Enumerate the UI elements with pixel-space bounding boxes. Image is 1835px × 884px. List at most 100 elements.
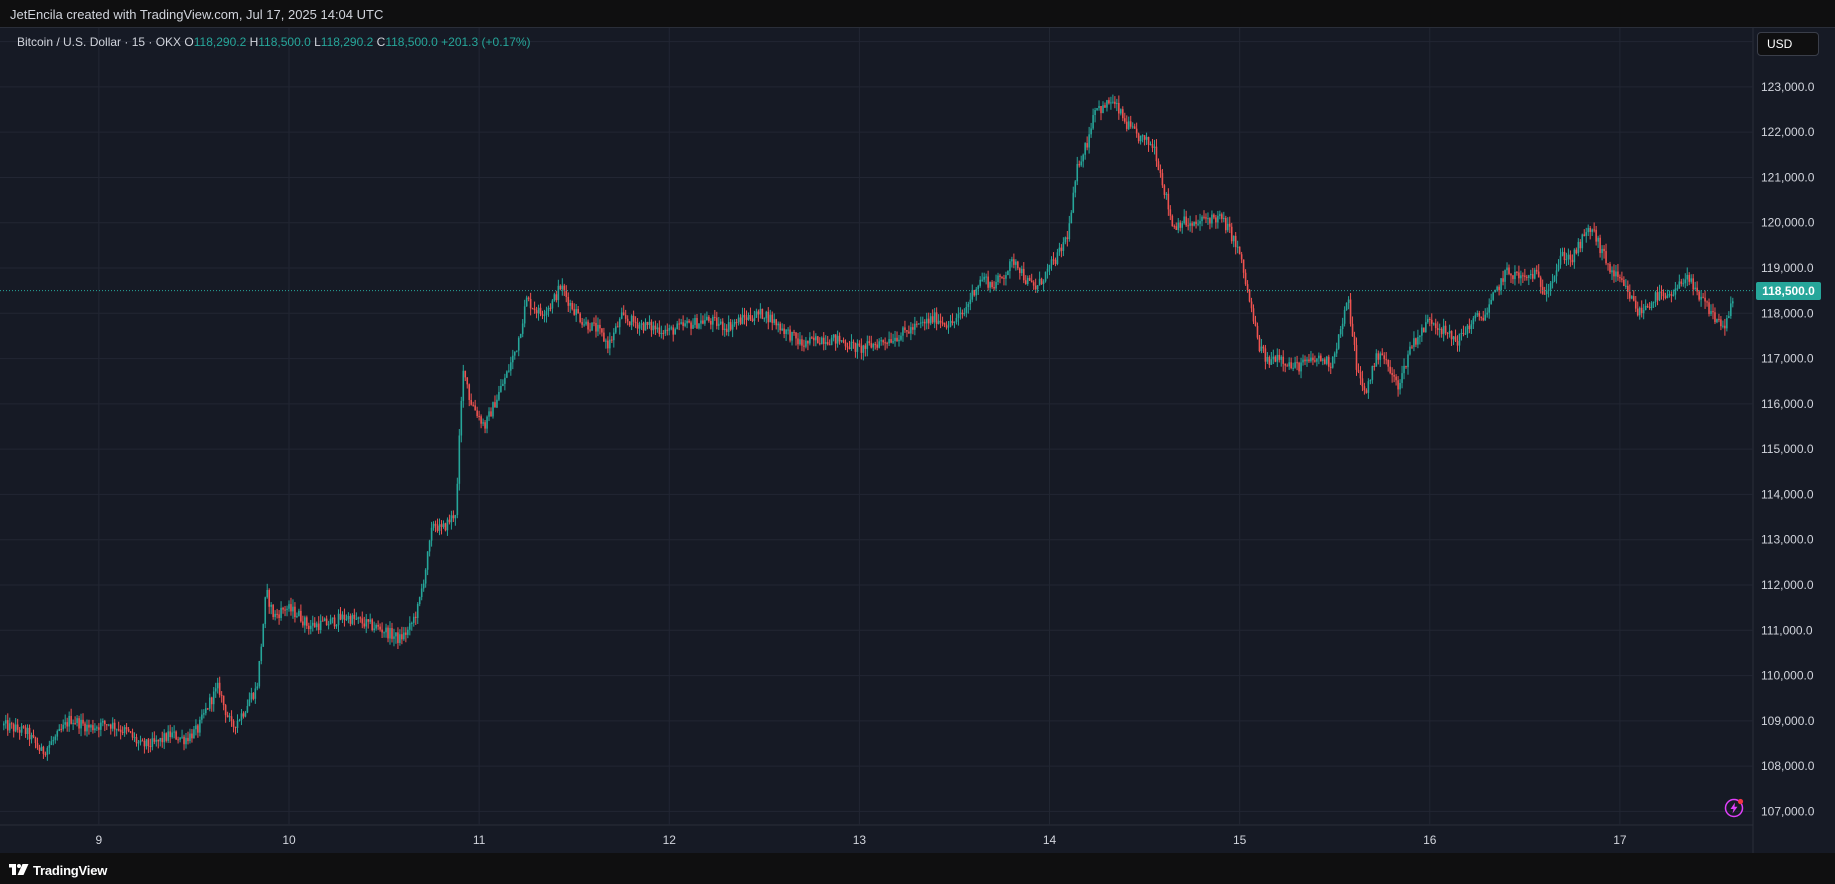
candle — [1478, 310, 1481, 321]
candle — [1258, 335, 1261, 353]
candle — [308, 622, 310, 635]
candle — [886, 341, 888, 349]
candle — [1088, 126, 1090, 154]
candle — [1524, 268, 1526, 281]
candle — [1474, 312, 1477, 322]
candle — [611, 336, 613, 344]
flash-icon[interactable] — [1723, 797, 1745, 819]
candle — [1015, 259, 1017, 271]
candle — [846, 342, 849, 353]
candle — [1607, 263, 1609, 271]
candle — [430, 521, 433, 547]
candle — [1700, 290, 1702, 307]
candle — [248, 692, 251, 707]
candle — [367, 619, 370, 629]
candle — [302, 615, 304, 628]
price-axis-labels[interactable]: 107,000.0 108,000.0 109,000.0 110,000.0 111,… — [1761, 35, 1815, 819]
candle — [1421, 324, 1423, 342]
candle — [1179, 220, 1182, 232]
candle — [60, 723, 63, 733]
candle — [377, 620, 379, 630]
candle — [125, 723, 128, 735]
candle — [957, 307, 960, 326]
candle — [1452, 335, 1455, 346]
candle — [654, 320, 657, 336]
candle — [591, 322, 593, 331]
candle — [321, 616, 324, 622]
candle — [751, 315, 754, 323]
candle — [90, 724, 92, 732]
candle — [763, 317, 766, 322]
candle — [1644, 299, 1647, 311]
candle — [575, 303, 577, 322]
candle — [1444, 320, 1447, 336]
candle — [1555, 263, 1558, 284]
currency-button[interactable]: USD — [1757, 32, 1819, 56]
candle — [294, 602, 296, 623]
candle — [1288, 357, 1290, 370]
candle — [860, 338, 863, 360]
candle — [410, 621, 413, 631]
candle — [1272, 349, 1275, 365]
candle — [1120, 108, 1122, 116]
candle — [1714, 307, 1716, 325]
candle — [545, 306, 548, 323]
candle — [282, 606, 284, 614]
tradingview-brand[interactable]: TradingView — [9, 862, 107, 878]
candle — [492, 401, 494, 419]
candle — [1345, 302, 1348, 311]
candle — [735, 318, 738, 330]
candle — [1020, 265, 1023, 276]
candle — [1648, 302, 1651, 310]
candle — [696, 313, 698, 330]
candle — [329, 614, 332, 625]
candle — [581, 317, 583, 328]
candle — [525, 295, 528, 307]
candle — [725, 324, 728, 336]
candle — [452, 510, 455, 522]
candle — [1260, 338, 1263, 354]
candle — [1139, 135, 1142, 145]
candle — [642, 321, 645, 334]
candle — [1329, 362, 1332, 375]
candle — [1108, 97, 1110, 105]
time-axis-labels[interactable]: 9 10 11 12 13 14 15 16 17 — [96, 833, 1627, 847]
time-tick-label: 14 — [1043, 833, 1057, 847]
candle — [585, 317, 587, 326]
candle — [1720, 316, 1722, 331]
time-tick-label: 17 — [1613, 833, 1627, 847]
candle — [1058, 242, 1061, 256]
time-tick-label: 11 — [473, 833, 486, 847]
candle — [232, 719, 235, 733]
candle — [1502, 270, 1504, 286]
candle — [1054, 257, 1057, 267]
price-tick-label: 110,000.0 — [1761, 669, 1814, 683]
candle — [1543, 286, 1546, 295]
candle — [613, 328, 615, 348]
candle — [1290, 357, 1292, 370]
price-tick-label: 114,000.0 — [1761, 487, 1814, 501]
candle — [997, 272, 999, 286]
candle — [1064, 236, 1067, 245]
candle — [1339, 325, 1342, 338]
candle — [14, 718, 17, 733]
candle — [74, 716, 76, 725]
candle — [246, 699, 249, 714]
candle — [1688, 272, 1691, 286]
candle — [450, 510, 453, 530]
candle — [785, 329, 787, 342]
candle — [1070, 210, 1073, 224]
candle — [1411, 345, 1413, 350]
candle — [906, 330, 908, 338]
candle — [199, 716, 201, 737]
candle — [250, 687, 253, 703]
candle — [757, 309, 760, 322]
candle — [80, 713, 82, 737]
candle — [1157, 158, 1160, 171]
candle — [272, 604, 274, 620]
price-chart[interactable]: 107,000.0 108,000.0 109,000.0 110,000.0 111,… — [0, 28, 1835, 853]
candle — [1052, 252, 1055, 265]
candle — [96, 725, 98, 731]
candle — [238, 718, 241, 722]
candle — [454, 514, 457, 526]
